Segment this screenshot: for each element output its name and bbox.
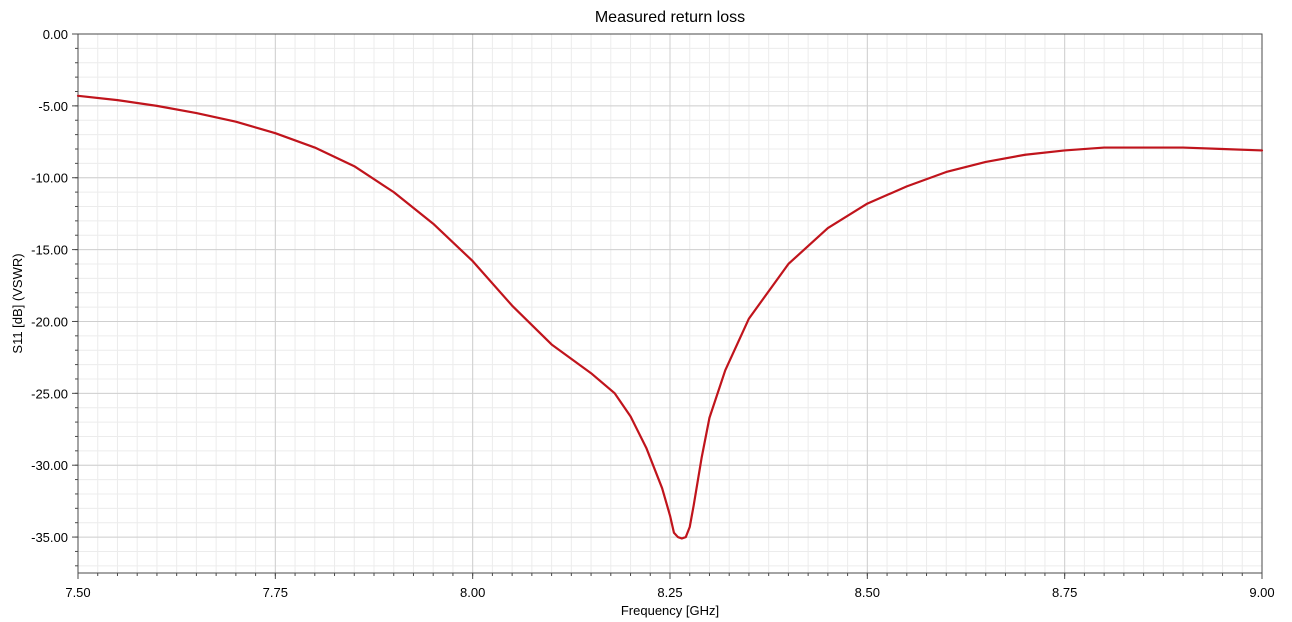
x-tick-label: 8.25 <box>657 585 682 600</box>
x-tick-label: 8.00 <box>460 585 485 600</box>
y-tick-label: 0.00 <box>43 27 68 42</box>
series-layer <box>76 94 1264 540</box>
x-tick-label: 8.75 <box>1052 585 1077 600</box>
x-axis-ticks: 7.50 7.75 8.00 8.25 8.50 8.75 9.00 <box>65 573 1275 600</box>
y-tick-label: -5.00 <box>38 99 68 114</box>
y-axis-label: S11 [dB] (VSWR) <box>10 253 25 353</box>
x-tick-label: 7.75 <box>263 585 288 600</box>
chart-title: Measured return loss <box>595 9 745 26</box>
y-tick-label: -20.00 <box>31 314 68 329</box>
y-tick-label: -15.00 <box>31 243 68 258</box>
y-tick-label: -30.00 <box>31 458 68 473</box>
y-tick-label: -10.00 <box>31 171 68 186</box>
y-tick-label: -25.00 <box>31 386 68 401</box>
x-axis-label: Frequency [GHz] <box>621 603 719 618</box>
x-tick-label: 9.00 <box>1249 585 1274 600</box>
series-line <box>76 94 1264 540</box>
x-tick-label: 7.50 <box>65 585 90 600</box>
y-tick-label: -35.00 <box>31 530 68 545</box>
y-axis-ticks: 0.00 -5.00 -10.00 -15.00 -20.00 -25.00 -30.00 -… <box>31 27 78 567</box>
major-grid <box>77 33 1263 573</box>
x-tick-label: 8.50 <box>855 585 880 600</box>
